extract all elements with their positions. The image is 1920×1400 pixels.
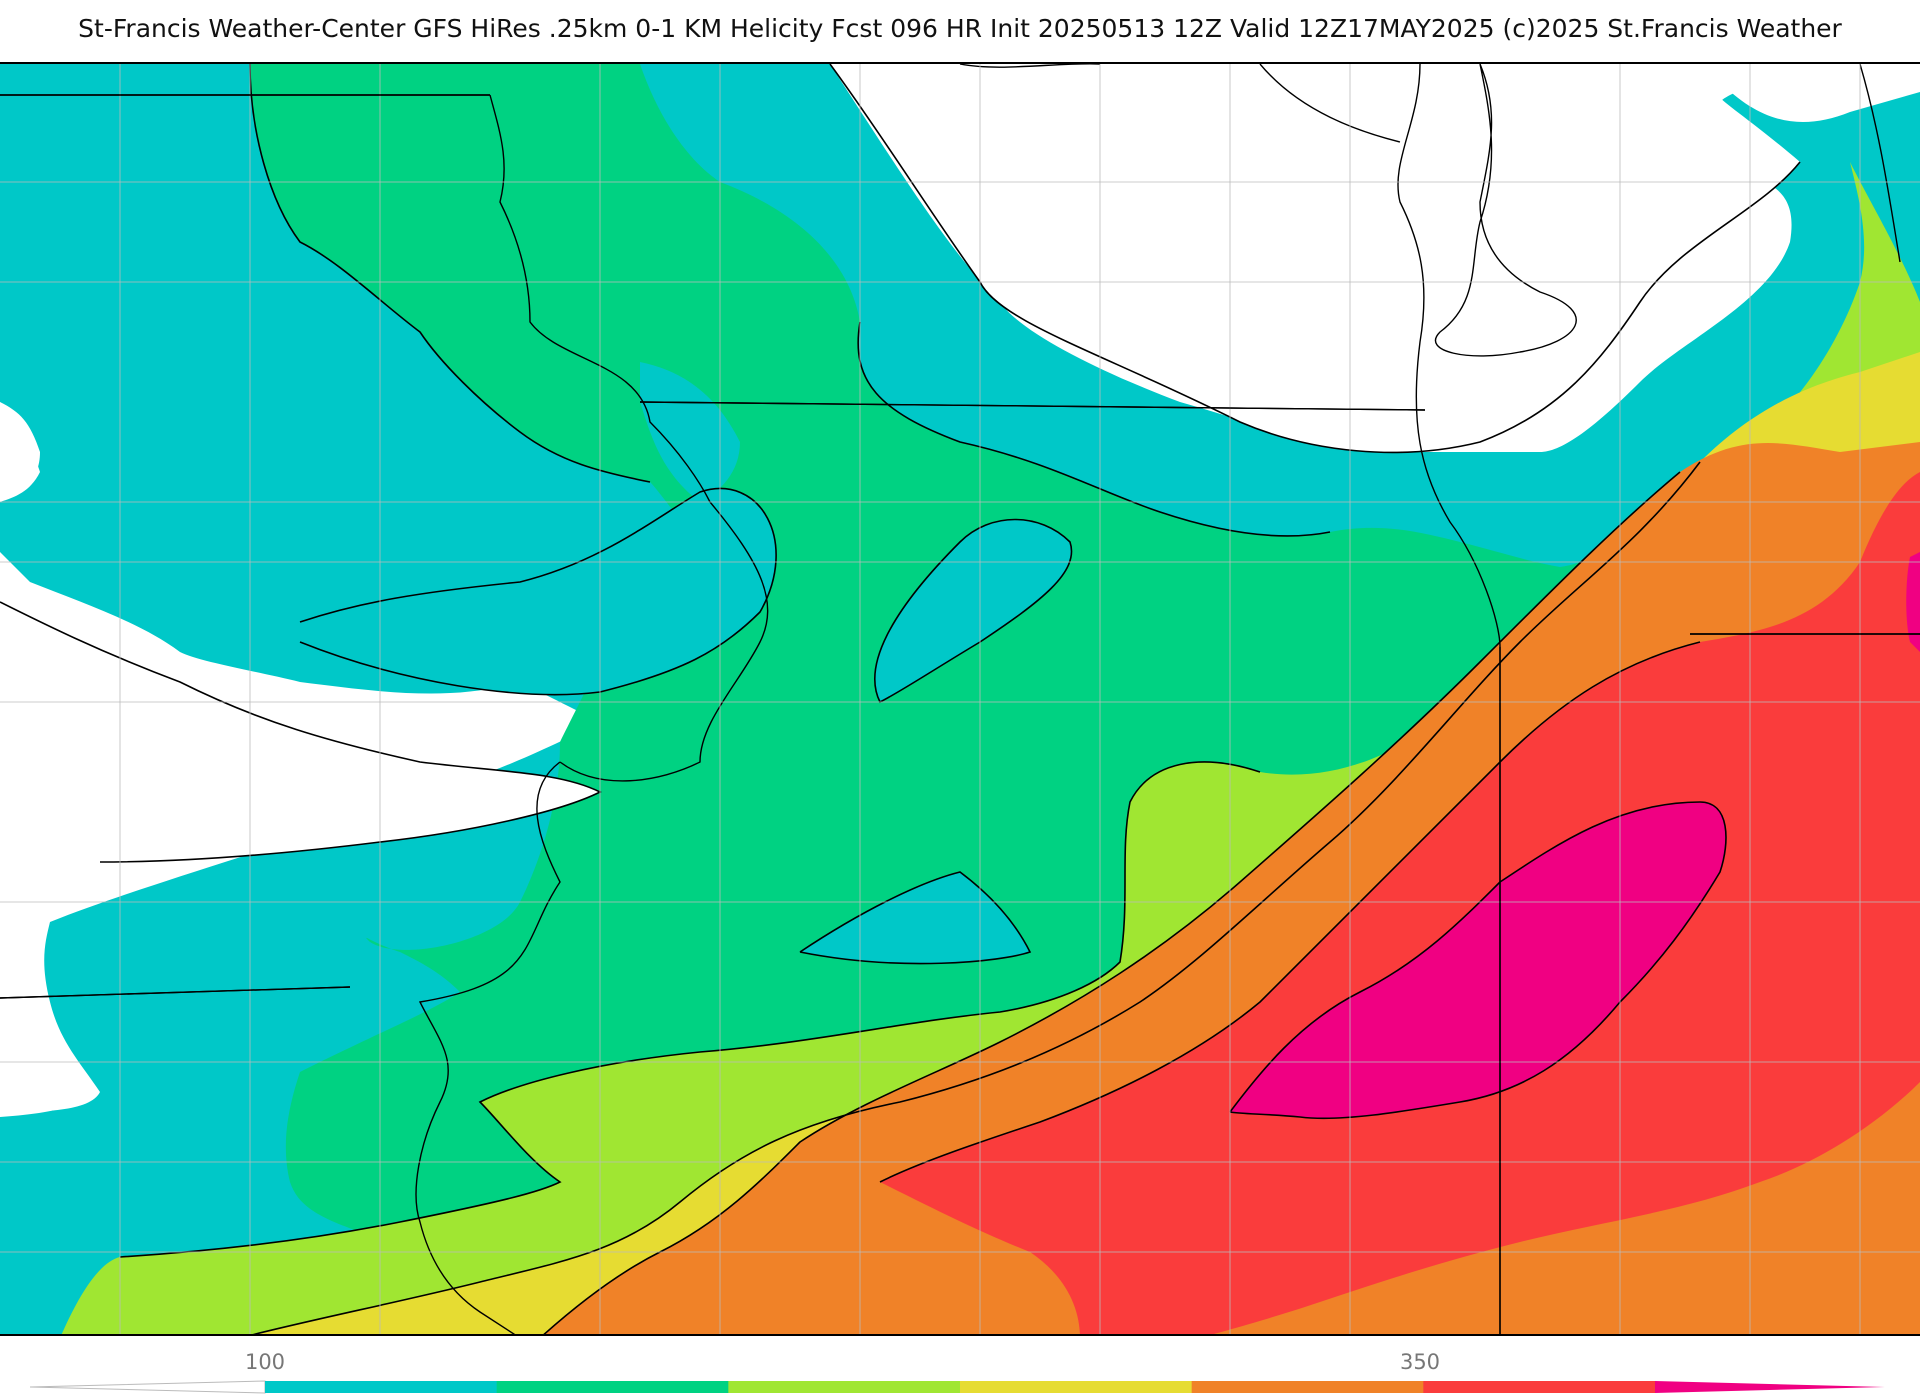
region-none-north <box>830 64 1920 452</box>
colorbar-bin-4 <box>1191 1381 1424 1393</box>
map-svg <box>0 64 1920 1334</box>
colorbar-bin-2 <box>728 1381 961 1393</box>
chart-title: St-Francis Weather-Center GFS HiRes .25k… <box>78 14 1842 43</box>
region-none-west <box>0 602 600 862</box>
region-red <box>880 472 1920 1334</box>
region-none-nw <box>0 402 40 502</box>
helicity-map[interactable] <box>0 62 1920 1336</box>
colorbar-bin-1 <box>496 1381 729 1393</box>
colorbar <box>30 1380 1885 1394</box>
tick-label-100: 100 <box>244 1350 286 1374</box>
region-cyan-island-4 <box>640 362 740 502</box>
contour-lines <box>0 64 1801 1334</box>
colorbar-bins <box>265 1381 1656 1393</box>
tick-label-350: 350 <box>1399 1350 1441 1374</box>
colorbar-bin-0 <box>265 1381 498 1393</box>
colorbar-high-triangle <box>1655 1381 1885 1393</box>
region-cyan-island-2 <box>874 519 1072 702</box>
colorbar-bin-5 <box>1423 1381 1656 1393</box>
state-borders-top <box>0 94 1920 1334</box>
region-cyan-island-3 <box>800 872 1030 964</box>
region-cyan-island-1 <box>300 488 777 695</box>
region-magenta-east <box>1906 552 1920 652</box>
county-lines <box>0 64 1920 1334</box>
colorbar-bin-3 <box>960 1381 1193 1393</box>
region-magenta <box>1230 802 1726 1119</box>
region-none-sw <box>0 1062 83 1117</box>
colorbar-low-triangle <box>30 1380 266 1394</box>
colorbar-legend: 100 350 <box>30 1350 1890 1394</box>
